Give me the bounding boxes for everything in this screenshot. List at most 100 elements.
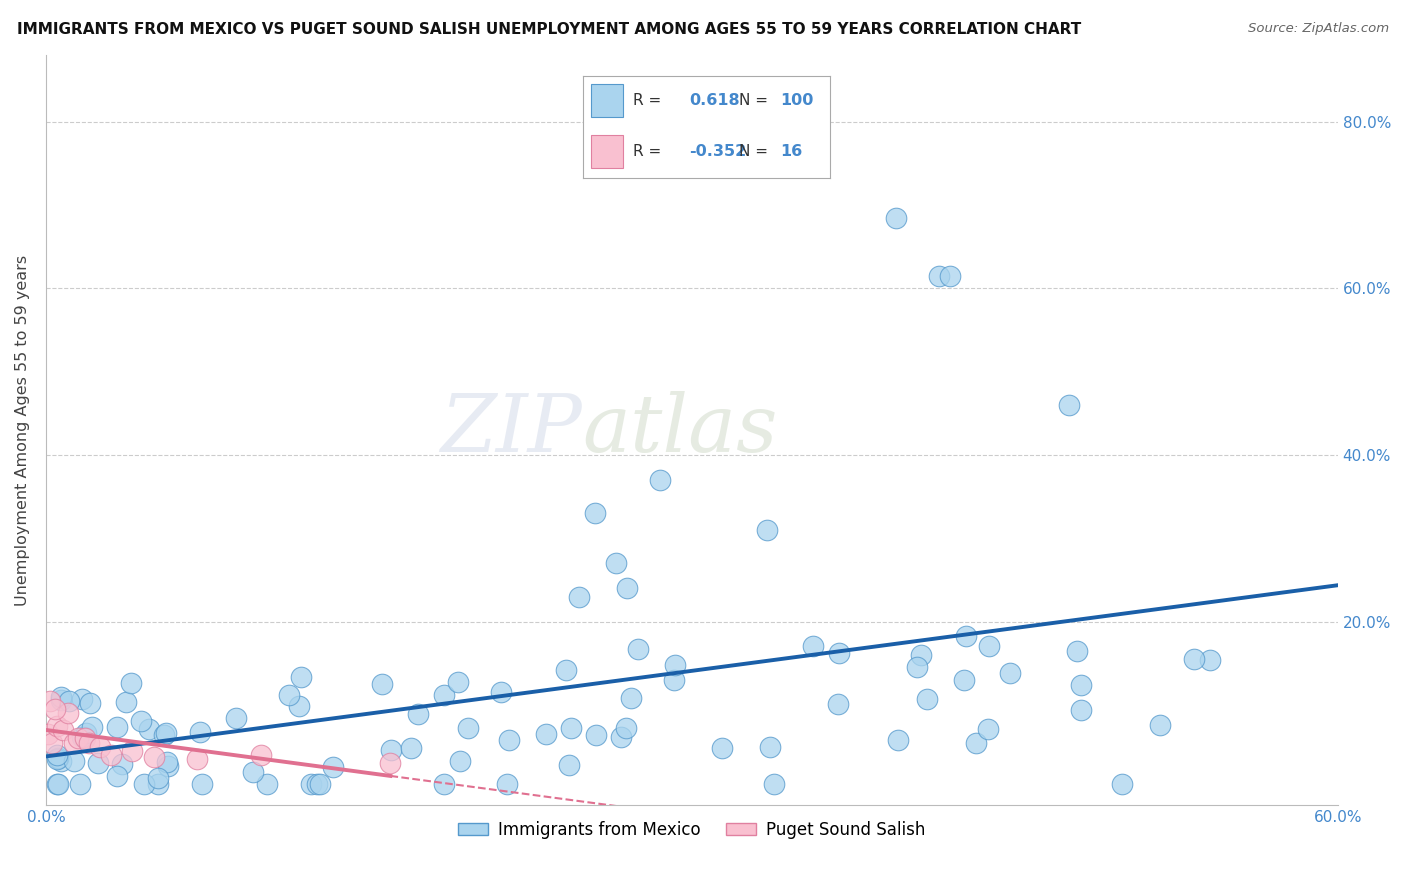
Point bbox=[44, 702, 66, 716]
Point bbox=[56, 706, 79, 721]
Point bbox=[1070, 703, 1092, 717]
Point bbox=[664, 657, 686, 672]
Point bbox=[803, 639, 825, 653]
Point bbox=[953, 673, 976, 688]
Text: 16: 16 bbox=[780, 145, 803, 160]
Point bbox=[758, 739, 780, 754]
Point bbox=[406, 706, 429, 721]
Point bbox=[886, 733, 908, 747]
Point bbox=[132, 777, 155, 791]
Point bbox=[225, 711, 247, 725]
Point bbox=[120, 675, 142, 690]
Point bbox=[457, 721, 479, 735]
Point bbox=[710, 741, 733, 756]
Y-axis label: Unemployment Among Ages 55 to 59 years: Unemployment Among Ages 55 to 59 years bbox=[15, 254, 30, 606]
Point bbox=[1198, 653, 1220, 667]
Point bbox=[105, 720, 128, 734]
Point bbox=[308, 777, 330, 791]
Point bbox=[1070, 678, 1092, 692]
Point bbox=[1182, 652, 1205, 666]
Point bbox=[155, 726, 177, 740]
Point bbox=[489, 685, 512, 699]
Point bbox=[75, 726, 97, 740]
Point bbox=[48, 777, 70, 791]
Point bbox=[399, 741, 422, 756]
Point bbox=[45, 719, 67, 733]
Point bbox=[46, 750, 69, 764]
Point bbox=[290, 670, 312, 684]
Point bbox=[70, 730, 93, 744]
Point bbox=[52, 723, 75, 737]
Text: N =: N = bbox=[738, 145, 768, 160]
Point bbox=[371, 677, 394, 691]
Point bbox=[498, 732, 520, 747]
Point bbox=[884, 211, 907, 225]
Point bbox=[1066, 644, 1088, 658]
Point bbox=[138, 722, 160, 736]
Point bbox=[49, 754, 72, 768]
Point bbox=[111, 756, 134, 771]
Point bbox=[614, 721, 637, 735]
Point bbox=[121, 744, 143, 758]
Point bbox=[583, 507, 606, 521]
Point bbox=[69, 777, 91, 791]
Point bbox=[322, 760, 344, 774]
Point bbox=[616, 582, 638, 596]
Point bbox=[77, 735, 100, 749]
Point bbox=[828, 646, 851, 660]
Point bbox=[156, 756, 179, 770]
Point bbox=[37, 727, 59, 741]
Point bbox=[152, 728, 174, 742]
Point bbox=[827, 697, 849, 711]
Point bbox=[380, 743, 402, 757]
Text: atlas: atlas bbox=[582, 392, 778, 469]
Point bbox=[58, 694, 80, 708]
Point bbox=[115, 695, 138, 709]
Point bbox=[568, 591, 591, 605]
Point bbox=[534, 727, 557, 741]
Point bbox=[256, 777, 278, 791]
Point bbox=[87, 756, 110, 771]
Legend: Immigrants from Mexico, Puget Sound Salish: Immigrants from Mexico, Puget Sound Sali… bbox=[451, 814, 932, 846]
Point bbox=[447, 675, 470, 690]
Point bbox=[250, 747, 273, 762]
Point bbox=[62, 755, 84, 769]
Point bbox=[49, 692, 72, 706]
Point bbox=[1149, 718, 1171, 732]
Text: 0.618: 0.618 bbox=[689, 93, 740, 108]
Bar bbox=[591, 136, 623, 168]
Point bbox=[307, 777, 329, 791]
Point bbox=[910, 648, 932, 662]
Point bbox=[146, 777, 169, 791]
Point bbox=[979, 639, 1001, 653]
Bar bbox=[591, 84, 623, 117]
Point bbox=[89, 739, 111, 754]
Point bbox=[605, 557, 627, 571]
Point bbox=[73, 731, 96, 745]
Point bbox=[288, 698, 311, 713]
Point bbox=[39, 694, 62, 708]
Point bbox=[620, 690, 643, 705]
Point bbox=[998, 666, 1021, 681]
Text: N =: N = bbox=[738, 93, 768, 108]
Text: -0.352: -0.352 bbox=[689, 145, 747, 160]
Point bbox=[79, 696, 101, 710]
Point bbox=[186, 752, 208, 766]
Point bbox=[555, 663, 578, 677]
Point bbox=[433, 688, 456, 702]
Point bbox=[433, 777, 456, 791]
Point bbox=[928, 268, 950, 283]
Point bbox=[142, 749, 165, 764]
Point bbox=[449, 754, 471, 768]
Point bbox=[1057, 398, 1080, 412]
Point bbox=[939, 268, 962, 283]
Point bbox=[278, 688, 301, 702]
Point bbox=[191, 777, 214, 791]
Point bbox=[915, 692, 938, 706]
Point bbox=[905, 660, 928, 674]
Point bbox=[67, 731, 90, 746]
Point bbox=[100, 747, 122, 762]
Point bbox=[156, 758, 179, 772]
Text: R =: R = bbox=[633, 145, 661, 160]
Text: ZIP: ZIP bbox=[440, 392, 582, 469]
